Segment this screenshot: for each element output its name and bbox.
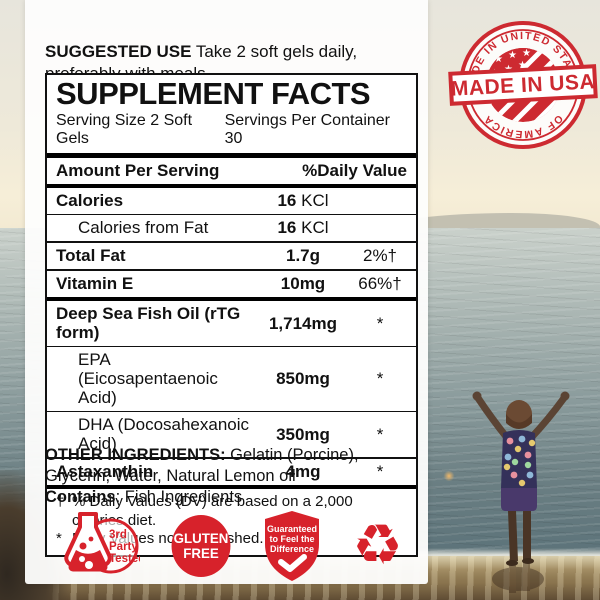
distant-hills	[380, 213, 600, 230]
col-amount-per-serving: Amount Per Serving	[56, 160, 220, 180]
servings-per-container: Servings Per Container 30	[224, 111, 390, 147]
other-ingredients: OTHER INGREDIENTS: Gelatin (Porcine), Gl…	[45, 445, 427, 508]
contains-label: Contains	[45, 488, 116, 507]
table-row-astaxanthin: Astaxanthin 4mg *	[47, 456, 416, 485]
svg-text:Guaranteed: Guaranteed	[267, 524, 317, 534]
serving-size: Serving Size 2 Soft Gels	[56, 111, 193, 147]
other-ingredients-label: OTHER INGREDIENTS:	[45, 446, 226, 464]
facts-title: SUPPLEMENT FACTS	[56, 76, 371, 111]
gluten-free-badge: GLUTEN FREE	[171, 515, 231, 577]
badge-row: 3rd Party Tested GLUTEN FREE Guaranteed …	[25, 508, 428, 584]
svg-text:★: ★	[494, 54, 503, 65]
divider-thick	[47, 183, 416, 188]
svg-text:Tested: Tested	[109, 553, 140, 565]
made-in-usa-stamp: ★★★ ★★★ ★★ MADE IN UNITED STATES OF AMER…	[448, 16, 598, 149]
check-icon	[278, 554, 308, 572]
sun-glint	[443, 471, 455, 481]
child-raised-arms-figure	[472, 391, 570, 593]
svg-text:★: ★	[508, 50, 517, 61]
table-row-epa: EPA (Eicosapentaenoic Acid) 850mg *	[47, 345, 416, 411]
table-row-calories-from-fat: Calories from Fat 16 KCl	[47, 213, 416, 241]
third-party-tested-badge: 3rd Party Tested	[64, 512, 140, 574]
svg-text:Difference: Difference	[270, 544, 314, 554]
svg-text:to Feel the: to Feel the	[270, 534, 315, 544]
guarantee-shield-badge: Guaranteed to Feel the Difference	[265, 511, 320, 581]
suggested-use-label: SUGGESTED USE	[45, 42, 192, 61]
flask-icon	[64, 512, 113, 572]
svg-text:★: ★	[518, 60, 527, 71]
svg-text:★: ★	[522, 48, 531, 59]
table-row-calories: Calories 16 KCl	[56, 191, 329, 211]
table-row-fish-oil: Deep Sea Fish Oil (rTG form) 1,714mg *	[56, 304, 384, 343]
table-row-vitamin-e: Vitamin E 10mg 66%†	[47, 268, 416, 297]
svg-text:Party: Party	[109, 541, 138, 553]
recycle-icon: ♻	[352, 513, 403, 578]
col-daily-value: %Daily Value	[302, 160, 407, 180]
column-header-row: Amount Per Serving %Daily Value	[47, 158, 416, 184]
divider-thick	[47, 296, 416, 301]
serving-info: Serving Size 2 Soft Gels Servings Per Co…	[47, 111, 416, 153]
divider-thick	[47, 152, 416, 158]
supplement-label-panel: SUGGESTED USE Take 2 soft gels daily, pr…	[25, 0, 428, 584]
svg-text:3rd: 3rd	[109, 529, 127, 541]
other-ingredients-text: Gelatin (Porcine), Glycerin, Water, Natu…	[45, 446, 359, 486]
table-row-dha: DHA (Docosahexanoic Acid) 350mg *	[47, 410, 416, 457]
contains-text: : Fish Ingredients	[115, 488, 243, 507]
supplement-facts-table: SUPPLEMENT FACTS Serving Size 2 Soft Gel…	[45, 73, 418, 558]
table-row-total-fat: Total Fat 1.7g 2%†	[47, 240, 416, 269]
